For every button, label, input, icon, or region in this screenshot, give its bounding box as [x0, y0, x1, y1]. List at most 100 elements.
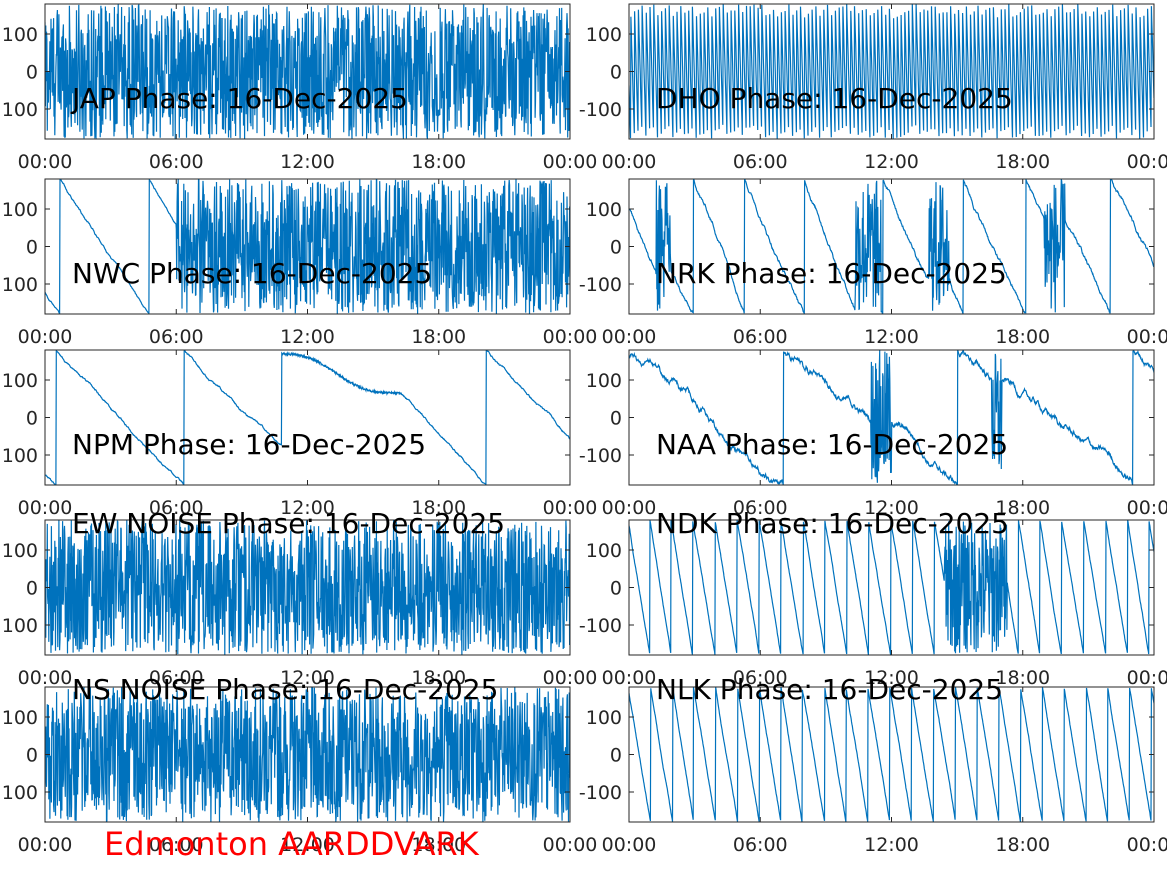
panel-2: 100 0 -100 00:00 06:00 12:00 18:00 00:00 DHO Pha…: [579, 3, 1167, 173]
y-tick-label: 100: [586, 370, 622, 392]
x-tick-label: 00:00: [602, 151, 657, 173]
panel-8: 100 0 -100 00:00 06:00 12:00 18:00 00:00 NDK Pha…: [579, 507, 1167, 689]
y-tick-label: 100: [586, 540, 622, 562]
x-tick-label: 00:00: [543, 834, 598, 856]
axes-box: [628, 178, 1155, 315]
x-tick-label: 00:00: [1127, 497, 1167, 519]
x-tick-label: 12:00: [280, 667, 335, 689]
y-tick-label: 0: [26, 237, 38, 259]
x-tick-label: 18:00: [995, 667, 1050, 689]
x-tick-label: 00:00: [1127, 834, 1167, 856]
x-tick-label: 12:00: [280, 151, 335, 173]
panel-title: NDK Phase: 16-Dec-2025: [656, 507, 1009, 540]
x-tick-label: 06:00: [149, 667, 204, 689]
station-label: Edmonton AARDDVARK: [104, 825, 479, 863]
y-tick-label: 0: [610, 237, 622, 259]
x-tick-label: 18:00: [995, 151, 1050, 173]
y-tick-label: 100: [2, 445, 38, 467]
x-tick-label: 00:00: [543, 667, 598, 689]
y-tick-label: -100: [579, 445, 622, 467]
x-tick-label: 18:00: [995, 497, 1050, 519]
x-tick-label: 06:00: [149, 497, 204, 519]
y-tick-label: -100: [579, 99, 622, 121]
x-tick-label: 00:00: [602, 667, 657, 689]
x-tick-label: 00:00: [543, 326, 598, 348]
x-tick-label: 06:00: [733, 326, 788, 348]
x-tick-label: 12:00: [864, 497, 919, 519]
x-tick-label: 00:00: [1127, 667, 1167, 689]
x-tick-label: 00:00: [602, 326, 657, 348]
panel-10: 100 0 -100 00:00 06:00 12:00 18:00 00:00 NLK Pha…: [579, 673, 1167, 856]
panel-title: NWC Phase: 16-Dec-2025: [72, 257, 432, 290]
x-tick-label: 18:00: [411, 497, 466, 519]
y-tick-label: 0: [26, 745, 38, 767]
x-tick-label: 12:00: [864, 834, 919, 856]
panel-title: NRK Phase: 16-Dec-2025: [656, 257, 1007, 290]
x-tick-label: 00:00: [18, 834, 73, 856]
y-tick-label: 100: [2, 274, 38, 296]
y-tick-label: 0: [26, 408, 38, 430]
y-tick-label: 100: [2, 24, 38, 46]
x-tick-label: 00:00: [602, 497, 657, 519]
y-tick-label: -100: [579, 615, 622, 637]
panel-1: 100 0 100 00:00 06:00 12:00 18:00 00:00 JAP Phas…: [2, 3, 598, 173]
axes-box: [628, 519, 1155, 656]
y-tick-label: 100: [2, 370, 38, 392]
x-tick-label: 18:00: [411, 151, 466, 173]
x-tick-label: 00:00: [18, 497, 73, 519]
phase-series-line: [45, 350, 570, 485]
phase-series-line: [45, 4, 570, 139]
y-tick-label: 100: [2, 615, 38, 637]
x-tick-label: 06:00: [733, 151, 788, 173]
phase-series-line: [45, 179, 570, 314]
panel-3: 100 0 100 00:00 06:00 12:00 18:00 00:00 NWC Phas…: [2, 178, 598, 348]
y-tick-label: 100: [2, 707, 38, 729]
x-tick-label: 06:00: [149, 326, 204, 348]
x-tick-label: 18:00: [411, 834, 466, 856]
phase-series-line: [629, 687, 1154, 822]
y-tick-label: 100: [2, 199, 38, 221]
y-tick-label: 0: [610, 408, 622, 430]
panel-title: NPM Phase: 16-Dec-2025: [72, 428, 426, 461]
x-tick-label: 18:00: [411, 326, 466, 348]
phase-series-line: [629, 4, 1154, 139]
panel-title: DHO Phase: 16-Dec-2025: [656, 82, 1013, 115]
x-tick-label: 00:00: [1127, 326, 1167, 348]
x-tick-label: 00:00: [602, 834, 657, 856]
y-tick-label: 0: [26, 62, 38, 84]
y-tick-label: 100: [2, 540, 38, 562]
panel-title: NS NOISE Phase: 16-Dec-2025: [72, 673, 498, 706]
panel-title: NLK Phase: 16-Dec-2025: [656, 673, 1003, 706]
x-tick-label: 06:00: [149, 151, 204, 173]
y-tick-label: 100: [586, 707, 622, 729]
x-tick-label: 18:00: [995, 326, 1050, 348]
x-tick-label: 06:00: [149, 834, 204, 856]
x-tick-label: 12:00: [864, 326, 919, 348]
x-tick-label: 12:00: [864, 151, 919, 173]
panel-5: 100 0 100 00:00 06:00 12:00 18:00 00:00 NPM Phas…: [2, 349, 597, 519]
panel-4: 100 0 -100 00:00 06:00 12:00 18:00 00:00 NRK Pha…: [579, 178, 1167, 348]
panel-7: 100 0 100 00:00 06:00 12:00 18:00 00:00 EW NOISE…: [2, 507, 598, 689]
phase-series-line: [629, 179, 1154, 314]
x-tick-label: 18:00: [995, 834, 1050, 856]
phase-series-line: [629, 520, 1154, 655]
y-tick-label: 100: [586, 199, 622, 221]
panel-title: NAA Phase: 16-Dec-2025: [656, 428, 1008, 461]
y-tick-label: 100: [586, 24, 622, 46]
panel-6: 100 0 -100 00:00 06:00 12:00 18:00 00:00 NAA Pha…: [579, 349, 1167, 519]
x-tick-label: 00:00: [543, 151, 598, 173]
axes-box: [44, 349, 571, 486]
y-tick-label: -100: [579, 782, 622, 804]
x-tick-label: 06:00: [733, 497, 788, 519]
y-tick-label: 0: [610, 745, 622, 767]
panel-title: JAP Phase: 16-Dec-2025: [70, 82, 408, 115]
x-tick-label: 00:00: [1127, 151, 1167, 173]
x-tick-label: 06:00: [733, 667, 788, 689]
x-tick-label: 18:00: [411, 667, 466, 689]
panel-title: EW NOISE Phase: 16-Dec-2025: [72, 507, 505, 540]
y-tick-label: 0: [610, 62, 622, 84]
x-tick-label: 12:00: [864, 667, 919, 689]
x-tick-label: 00:00: [18, 667, 73, 689]
phase-series-line: [45, 520, 570, 655]
